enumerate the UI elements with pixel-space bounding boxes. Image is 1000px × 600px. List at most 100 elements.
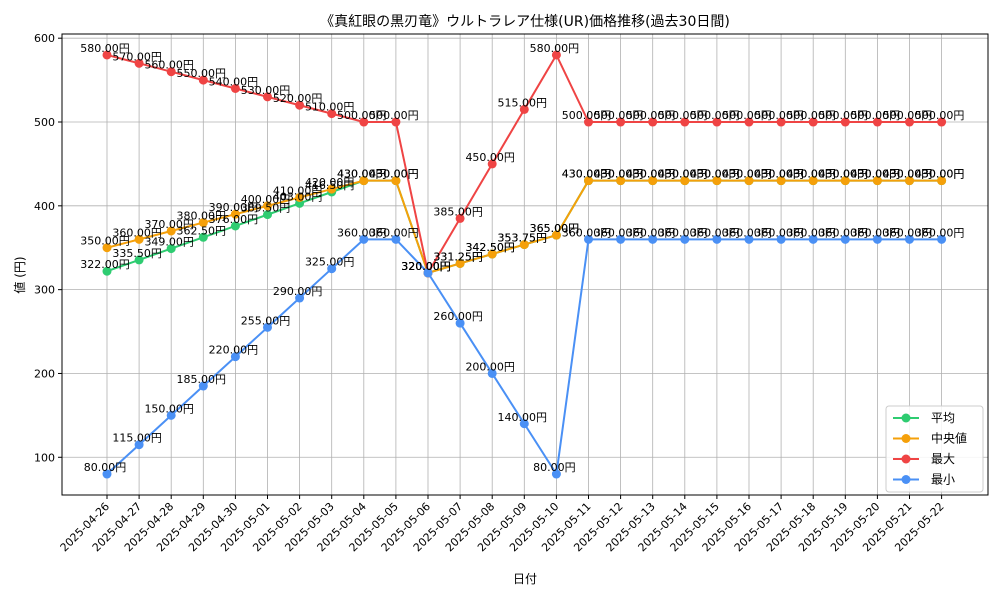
data-label: 322.00円 bbox=[80, 258, 130, 271]
data-label: 430.00円 bbox=[369, 168, 419, 181]
data-label: 349.00円 bbox=[144, 236, 194, 249]
data-label: 260.00円 bbox=[433, 310, 483, 323]
data-point bbox=[712, 176, 722, 186]
y-axis-label: 値 (円) bbox=[12, 256, 27, 293]
data-label: 331.25円 bbox=[433, 250, 483, 263]
data-label: 500.00円 bbox=[851, 109, 901, 122]
data-label: 500.00円 bbox=[594, 109, 644, 122]
data-label: 500.00円 bbox=[690, 109, 740, 122]
data-label: 403.00円 bbox=[273, 190, 323, 203]
data-label: 430.00円 bbox=[658, 168, 708, 181]
data-label: 362.50円 bbox=[177, 224, 227, 237]
data-point bbox=[166, 226, 176, 236]
data-label: 342.50円 bbox=[465, 241, 515, 254]
y-tick-label: 600 bbox=[34, 32, 55, 45]
data-point bbox=[680, 176, 690, 186]
data-point bbox=[584, 117, 593, 127]
data-point bbox=[359, 234, 369, 244]
data-label: 360.00円 bbox=[722, 226, 772, 239]
data-point bbox=[712, 117, 722, 127]
data-label: 360.00円 bbox=[883, 226, 933, 239]
data-label: 430.00円 bbox=[915, 168, 965, 181]
data-label: 500.00円 bbox=[819, 109, 869, 122]
data-label: 500.00円 bbox=[722, 109, 772, 122]
data-point bbox=[872, 117, 882, 127]
data-point bbox=[166, 67, 176, 77]
data-point bbox=[230, 83, 240, 93]
data-point bbox=[680, 117, 690, 127]
data-label: 430.00円 bbox=[819, 168, 869, 181]
data-point bbox=[937, 117, 947, 127]
data-label: 320.00円 bbox=[401, 260, 451, 273]
data-label: 430.00円 bbox=[754, 168, 804, 181]
data-point bbox=[872, 176, 882, 186]
data-point bbox=[295, 100, 305, 110]
data-point bbox=[808, 176, 818, 186]
grid bbox=[62, 34, 988, 495]
data-point bbox=[359, 176, 369, 186]
data-label: 360.00円 bbox=[562, 226, 612, 239]
data-point bbox=[102, 266, 112, 276]
data-point bbox=[648, 117, 658, 127]
data-point bbox=[905, 234, 914, 244]
data-point bbox=[808, 234, 818, 244]
y-tick-label: 400 bbox=[34, 200, 55, 213]
data-label: 353.75円 bbox=[498, 232, 548, 245]
data-point bbox=[648, 176, 658, 186]
data-point bbox=[134, 440, 144, 450]
data-label: 365.00円 bbox=[530, 222, 580, 235]
data-label: 365.00円 bbox=[530, 222, 580, 235]
data-point bbox=[198, 75, 208, 85]
data-label: 115.00円 bbox=[112, 432, 162, 445]
chart-title: 《真紅眼の黒刃竜》ウルトラレア仕様(UR)価格推移(過去30日間) bbox=[320, 13, 730, 30]
data-point bbox=[808, 117, 818, 127]
legend-label: 最大 bbox=[931, 452, 955, 466]
series-3 bbox=[102, 234, 947, 479]
data-label: 360.00円 bbox=[754, 226, 804, 239]
data-label: 500.00円 bbox=[658, 109, 708, 122]
data-label: 500.00円 bbox=[915, 109, 965, 122]
data-point bbox=[937, 176, 947, 186]
data-label: 430.00円 bbox=[786, 168, 836, 181]
data-label: 500.00円 bbox=[883, 109, 933, 122]
data-label: 360.00円 bbox=[594, 226, 644, 239]
data-point bbox=[937, 234, 947, 244]
data-label: 430.00円 bbox=[851, 168, 901, 181]
y-tick-label: 500 bbox=[34, 116, 55, 129]
data-label: 80.00円 bbox=[84, 461, 127, 474]
data-label: 360.00円 bbox=[819, 226, 869, 239]
data-point bbox=[230, 209, 240, 219]
data-point bbox=[840, 234, 850, 244]
data-label: 530.00円 bbox=[241, 84, 291, 97]
data-label: 200.00円 bbox=[465, 360, 515, 373]
data-label: 185.00円 bbox=[177, 373, 227, 386]
y-tick-label: 100 bbox=[34, 451, 55, 464]
data-point bbox=[776, 176, 786, 186]
data-point bbox=[905, 117, 914, 127]
data-label: 342.50円 bbox=[465, 241, 515, 254]
data-point bbox=[198, 381, 208, 391]
data-point bbox=[519, 419, 529, 429]
data-point bbox=[776, 117, 786, 127]
data-label: 331.25円 bbox=[433, 250, 483, 263]
data-label: 360.00円 bbox=[658, 226, 708, 239]
data-point bbox=[198, 232, 208, 242]
data-point bbox=[487, 249, 497, 259]
data-label: 430.00円 bbox=[369, 168, 419, 181]
data-label: 335.50円 bbox=[112, 247, 162, 260]
data-point bbox=[102, 243, 112, 253]
data-label: 430.00円 bbox=[722, 168, 772, 181]
data-label: 360.00円 bbox=[369, 226, 419, 239]
data-point bbox=[327, 264, 337, 274]
data-point bbox=[551, 50, 561, 60]
data-point bbox=[744, 176, 754, 186]
data-point bbox=[166, 244, 176, 254]
data-label: 360.00円 bbox=[337, 226, 387, 239]
data-label: 430.00円 bbox=[626, 168, 676, 181]
data-label: 430.00円 bbox=[658, 168, 708, 181]
legend-label: 中央値 bbox=[931, 431, 967, 446]
data-point bbox=[391, 117, 401, 127]
data-label: 389.50円 bbox=[241, 202, 291, 215]
data-point bbox=[230, 352, 240, 362]
